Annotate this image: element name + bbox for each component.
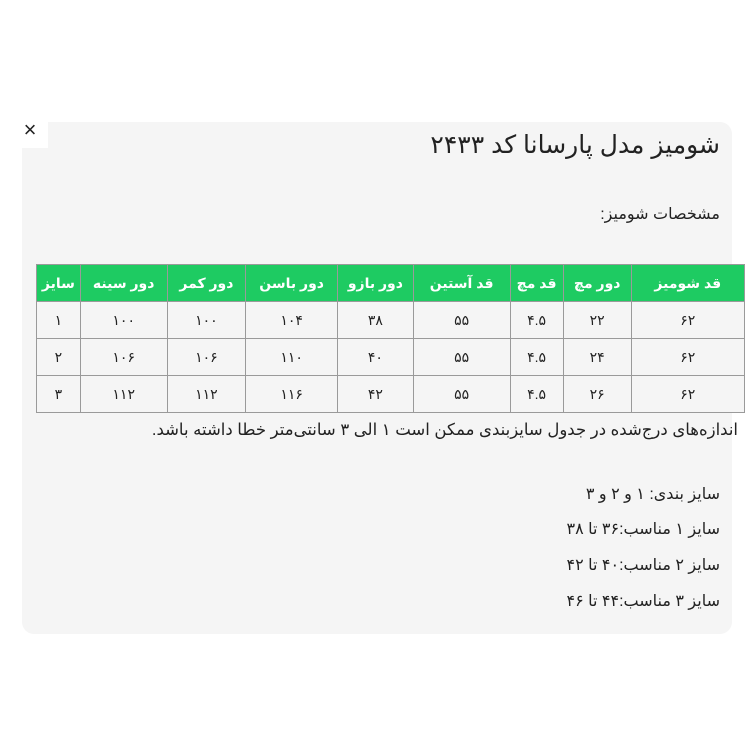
col-header: دور کمر xyxy=(166,264,247,302)
size-info-line: سایز ۱ مناسب:۳۶ تا ۳۸ xyxy=(566,521,720,538)
table-cell: ۶۲ xyxy=(630,301,746,339)
table-cell: ۲۲ xyxy=(562,301,632,339)
table-cell: ۱۰۰ xyxy=(166,301,247,339)
table-cell: ۳۸ xyxy=(336,301,414,339)
table-cell: ۵۵ xyxy=(412,301,511,339)
size-info-line: سایز ۳ مناسب:۴۴ تا ۴۶ xyxy=(566,593,720,610)
size-info-line: سایز ۲ مناسب:۴۰ تا ۴۲ xyxy=(566,557,720,574)
table-cell: ۲ xyxy=(36,338,81,376)
col-header: دور بازو xyxy=(336,264,414,302)
col-header: قد مچ xyxy=(509,264,564,302)
table-cell: ۱۰۰ xyxy=(79,301,168,339)
table-cell: ۲۶ xyxy=(562,375,632,413)
table-cell: ۱۱۲ xyxy=(79,375,168,413)
table-row: ۶۲ ۲۶ ۴.۵ ۵۵ ۴۲ ۱۱۶ ۱۱۲ ۱۱۲ ۳ xyxy=(36,375,746,413)
table-cell: ۱۰۶ xyxy=(166,338,247,376)
table-cell: ۵۵ xyxy=(412,338,511,376)
table-cell: ۱۱۲ xyxy=(166,375,247,413)
table-cell: ۱۱۶ xyxy=(245,375,338,413)
table-row: ۶۲ ۲۲ ۴.۵ ۵۵ ۳۸ ۱۰۴ ۱۰۰ ۱۰۰ ۱ xyxy=(36,301,746,339)
product-title: شومیز مدل پارسانا کد ۲۴۳۳ xyxy=(430,131,720,159)
table-row: ۶۲ ۲۴ ۴.۵ ۵۵ ۴۰ ۱۱۰ ۱۰۶ ۱۰۶ ۲ xyxy=(36,338,746,376)
close-button[interactable]: × xyxy=(12,116,48,148)
col-header: قد آستین xyxy=(412,264,511,302)
table-cell: ۵۵ xyxy=(412,375,511,413)
table-cell: ۳ xyxy=(36,375,81,413)
col-header: قد شومیز xyxy=(630,264,746,302)
table-cell: ۶۲ xyxy=(630,375,746,413)
col-header: دور باسن xyxy=(245,264,338,302)
table-cell: ۶۲ xyxy=(630,338,746,376)
table-cell: ۱۰۶ xyxy=(79,338,168,376)
table-cell: ۱ xyxy=(36,301,81,339)
specs-heading: مشخصات شومیز: xyxy=(600,206,720,223)
table-cell: ۴.۵ xyxy=(509,301,564,339)
size-table: قد شومیز دور مچ قد مچ قد آستین دور بازو … xyxy=(36,264,746,413)
col-header: دور سینه xyxy=(79,264,168,302)
table-cell: ۱۰۴ xyxy=(245,301,338,339)
table-cell: ۴.۵ xyxy=(509,375,564,413)
table-cell: ۴.۵ xyxy=(509,338,564,376)
table-cell: ۴۲ xyxy=(336,375,414,413)
table-cell: ۴۰ xyxy=(336,338,414,376)
table-header-row: قد شومیز دور مچ قد مچ قد آستین دور بازو … xyxy=(36,264,746,302)
size-disclaimer: اندازه‌های درج‌شده در جدول سایزبندی ممکن… xyxy=(151,421,738,439)
col-header: سایز xyxy=(36,264,81,302)
table-cell: ۱۱۰ xyxy=(245,338,338,376)
table-cell: ۲۴ xyxy=(562,338,632,376)
col-header: دور مچ xyxy=(562,264,632,302)
size-info-line: سایز بندی: ۱ و ۲ و ۳ xyxy=(585,486,720,503)
